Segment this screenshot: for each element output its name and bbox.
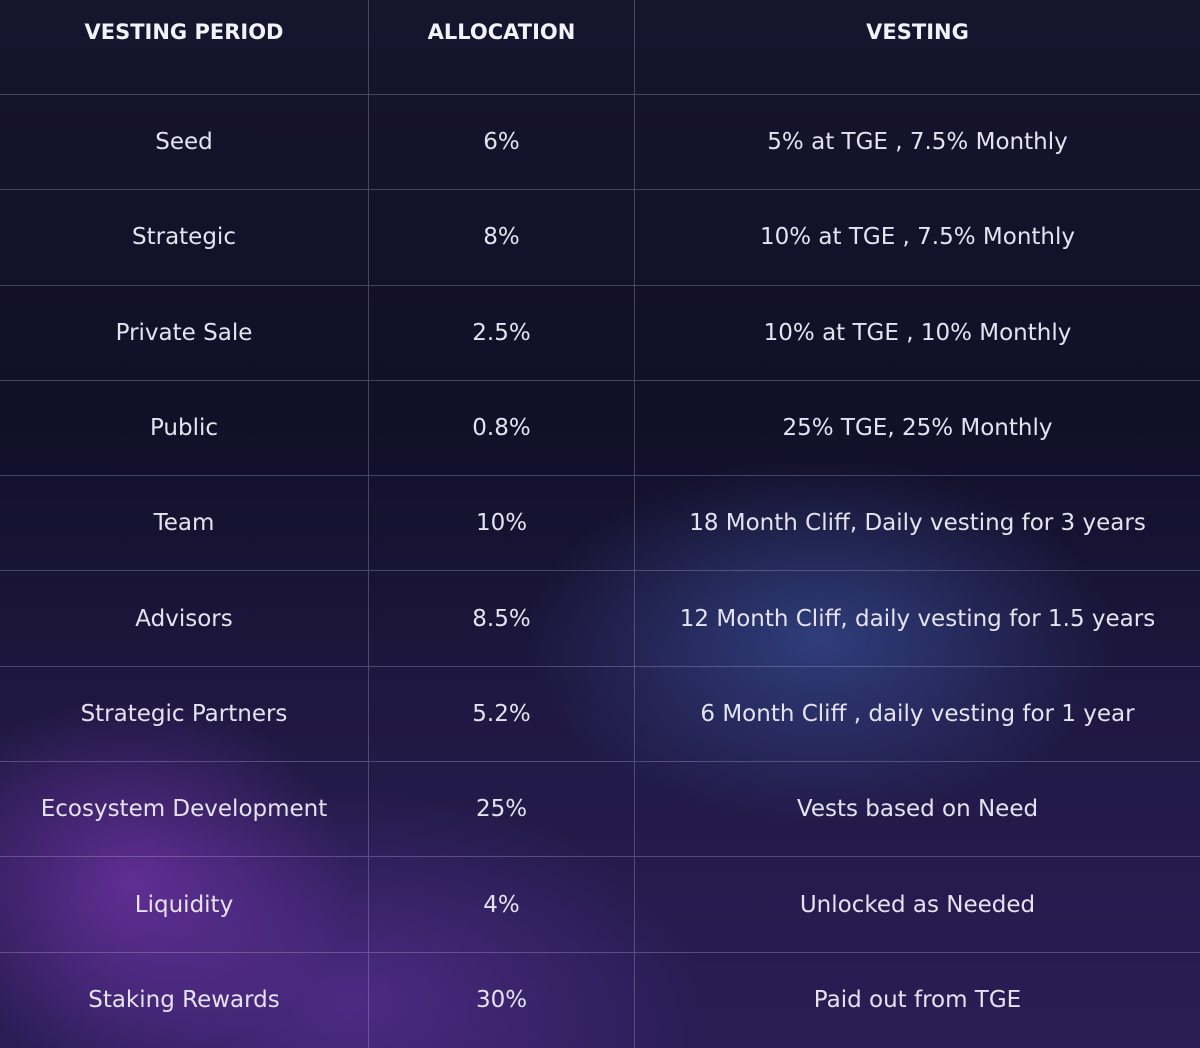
table-cell: 18 Month Cliff, Daily vesting for 3 year… (635, 476, 1200, 572)
table-cell: Seed (0, 95, 369, 191)
table-cell: Paid out from TGE (813, 987, 1022, 1014)
table-cell: 25% (369, 762, 635, 858)
header-cell: ALLOCATION (369, 0, 635, 95)
table-cell: Team (0, 476, 369, 572)
table-cell: Public (0, 380, 369, 477)
table-cell: 10% (369, 476, 635, 572)
table-cell: 25% TGE, 25% Monthly (635, 381, 1200, 477)
table-cell: Strategic (0, 190, 369, 286)
header-cell: VESTING PERIOD (0, 0, 369, 95)
table-cell: 5.2% (369, 666, 635, 763)
table-cell: 0.8% (369, 380, 635, 477)
table-cell: Ecosystem Development (0, 762, 369, 858)
table-cell: Advisors (0, 571, 369, 667)
table-cell: 30% (369, 952, 635, 1048)
table-cell: 8% (369, 190, 635, 286)
table-cell: 6 Month Cliff , daily vesting for 1 year (635, 667, 1200, 763)
table-cell: 2.5% (369, 285, 635, 381)
table-cell: Private Sale (0, 285, 369, 381)
table-cell: Vests based on Need (635, 762, 1200, 858)
table-cell: 10% at TGE , 10% Monthly (635, 286, 1200, 381)
table-cell: Unlocked as Needed (635, 857, 1200, 953)
table-cell: Liquidity (0, 857, 369, 953)
table-cell: 4% (369, 857, 635, 953)
table-cell: 12 Month Cliff, daily vesting for 1.5 ye… (635, 571, 1200, 667)
table-cell: 10% at TGE , 7.5% Monthly (635, 190, 1200, 286)
header-cell: VESTING (635, 0, 1200, 95)
table-cell: 6% (369, 95, 635, 191)
table-cell: 5% at TGE , 7.5% Monthly (635, 95, 1200, 191)
table-cell: 8.5% (369, 571, 635, 667)
table-cell: Staking Rewards (0, 952, 369, 1048)
table-cell: Strategic Partners (0, 666, 369, 763)
